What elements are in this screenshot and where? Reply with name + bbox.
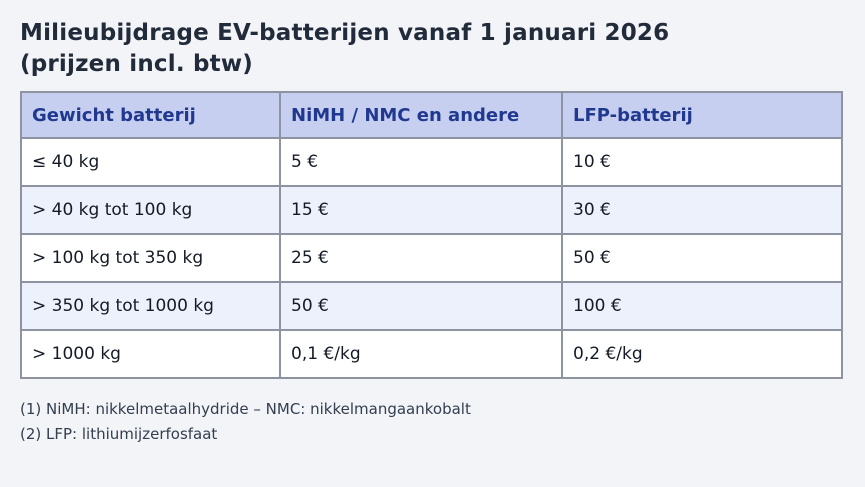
cell-lfp-price: 10 € <box>561 137 843 188</box>
cell-weight: ≤ 40 kg <box>20 137 281 188</box>
footnotes: (1) NiMH: nikkelmetaalhydride – NMC: nik… <box>20 397 841 447</box>
cell-nimh-price: 25 € <box>279 233 563 284</box>
table-row: > 40 kg tot 100 kg 15 € 30 € <box>20 185 843 236</box>
cell-lfp-price: 30 € <box>561 185 843 236</box>
table-row: > 1000 kg 0,1 €/kg 0,2 €/kg <box>20 329 843 380</box>
cell-nimh-price: 5 € <box>279 137 563 188</box>
header-cell-lfp: LFP-batterij <box>561 91 843 140</box>
cell-lfp-price: 0,2 €/kg <box>561 329 843 380</box>
header-cell-nimh-nmc: NiMH / NMC en andere <box>279 91 563 140</box>
cell-nimh-price: 50 € <box>279 281 563 332</box>
footnote-lfp: (2) LFP: lithiumijzerfosfaat <box>20 424 218 443</box>
cell-weight: > 100 kg tot 350 kg <box>20 233 281 284</box>
footnote-nimh-nmc: (1) NiMH: nikkelmetaalhydride – NMC: nik… <box>20 400 471 419</box>
battery-contribution-table: Gewicht batterij NiMH / NMC en andere LF… <box>20 91 843 380</box>
cell-nimh-price: 0,1 €/kg <box>279 329 563 380</box>
table-row: > 100 kg tot 350 kg 25 € 50 € <box>20 233 843 284</box>
cell-nimh-price: 15 € <box>279 185 563 236</box>
page-title-line1: Milieubijdrage EV-batterijen vanaf 1 jan… <box>20 20 670 46</box>
table-row: > 350 kg tot 1000 kg 50 € 100 € <box>20 281 843 332</box>
cell-weight: > 40 kg tot 100 kg <box>20 185 281 236</box>
table-header-row: Gewicht batterij NiMH / NMC en andere LF… <box>20 91 843 140</box>
header-cell-weight: Gewicht batterij <box>20 91 281 140</box>
cell-weight: > 1000 kg <box>20 329 281 380</box>
cell-lfp-price: 50 € <box>561 233 843 284</box>
page-title: Milieubijdrage EV-batterijen vanaf 1 jan… <box>20 18 841 79</box>
cell-weight: > 350 kg tot 1000 kg <box>20 281 281 332</box>
table-row: ≤ 40 kg 5 € 10 € <box>20 137 843 188</box>
page-title-line2: (prijzen incl. btw) <box>20 50 253 77</box>
cell-lfp-price: 100 € <box>561 281 843 332</box>
